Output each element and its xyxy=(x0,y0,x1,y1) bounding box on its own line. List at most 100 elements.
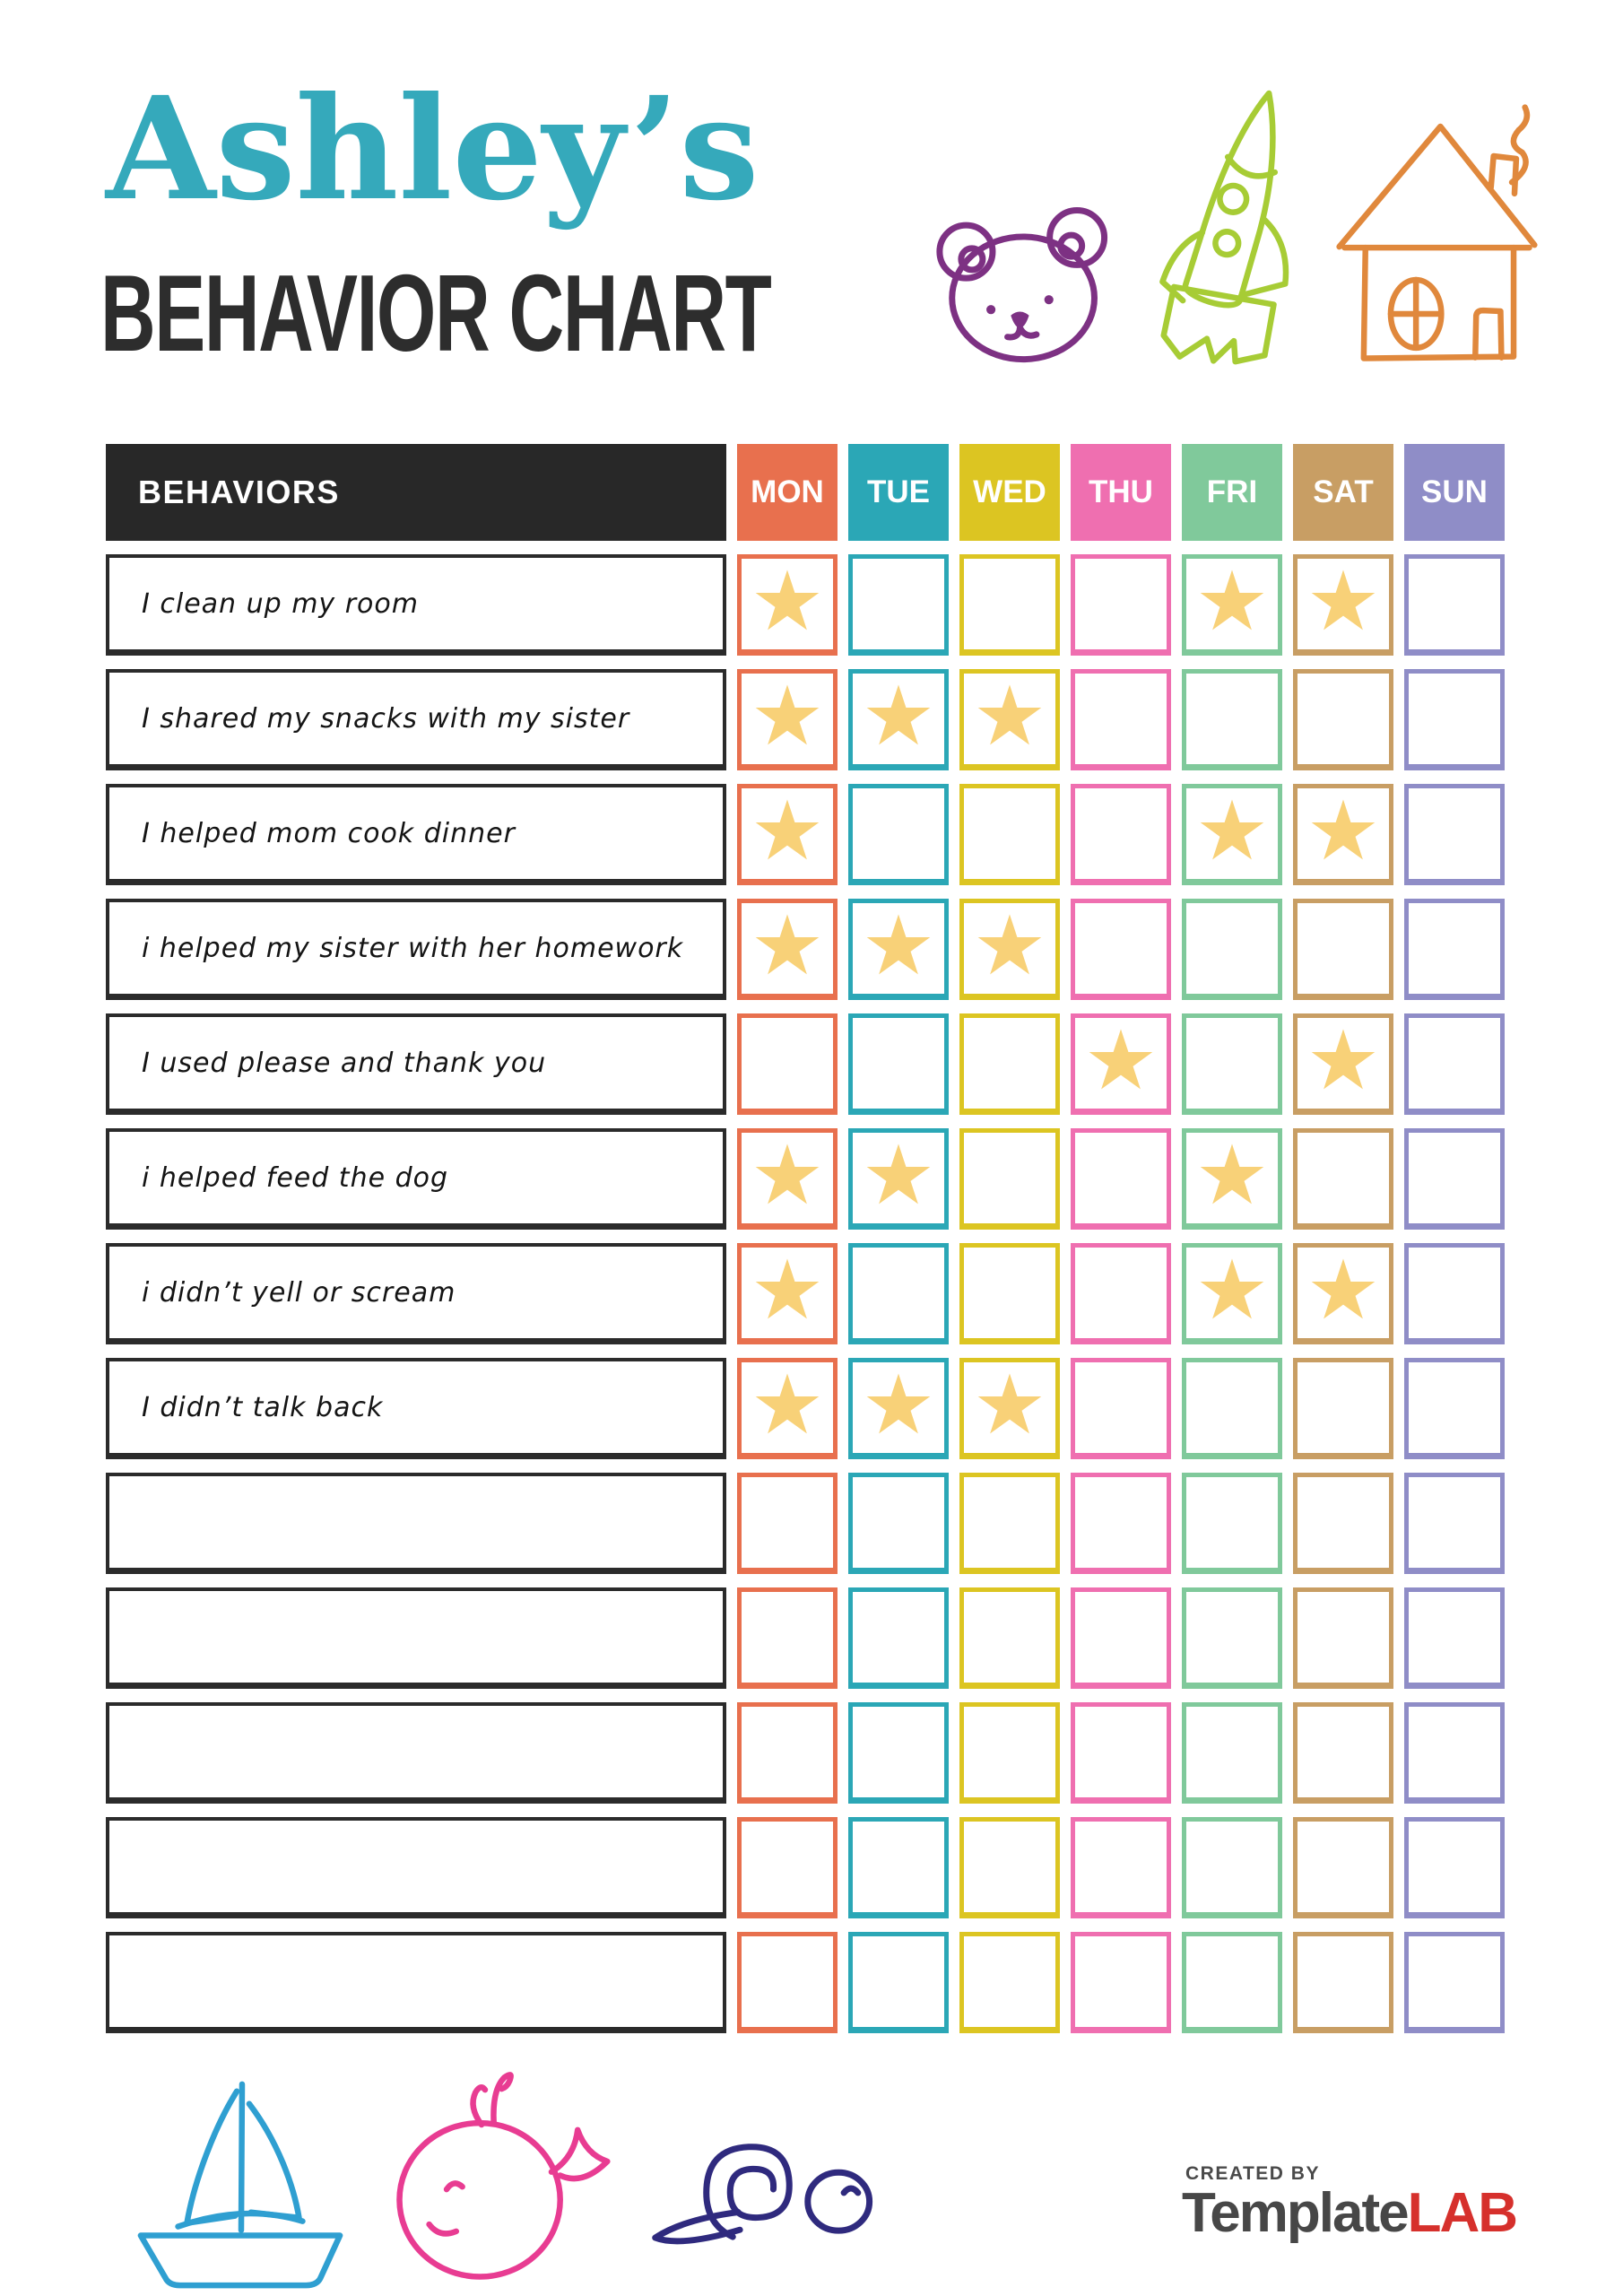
star-icon: ★ xyxy=(861,667,936,764)
behavior-label: I helped mom cook dinner xyxy=(142,817,516,849)
day-header-sat: SAT xyxy=(1293,444,1393,541)
day-cell-sun-row9 xyxy=(1404,1473,1505,1574)
day-cell-sat-row11 xyxy=(1293,1702,1393,1804)
day-cell-thu-row3 xyxy=(1071,784,1171,885)
day-cell-sat-row5: ★ xyxy=(1293,1013,1393,1115)
day-cell-wed-row11 xyxy=(959,1702,1060,1804)
house-icon xyxy=(1327,100,1545,370)
day-cell-tue-row12 xyxy=(848,1817,949,1918)
bear-icon xyxy=(924,204,1125,366)
day-cell-fri-row1: ★ xyxy=(1182,554,1282,656)
star-icon: ★ xyxy=(1194,552,1270,649)
day-cell-tue-row11 xyxy=(848,1702,949,1804)
day-cell-tue-row13 xyxy=(848,1932,949,2033)
day-cell-sun-row13 xyxy=(1404,1932,1505,2033)
day-cell-wed-row3 xyxy=(959,784,1060,885)
star-icon: ★ xyxy=(750,1356,825,1453)
brand-wordmark: TemplateLAB xyxy=(1182,2186,1518,2241)
day-cell-wed-row2: ★ xyxy=(959,669,1060,770)
behavior-label: I shared my snacks with my sister xyxy=(142,702,630,735)
day-cell-mon-row3: ★ xyxy=(737,784,838,885)
star-icon: ★ xyxy=(1083,1012,1159,1109)
star-icon: ★ xyxy=(1306,1012,1381,1109)
star-icon: ★ xyxy=(1194,782,1270,879)
day-cell-tue-row3 xyxy=(848,784,949,885)
day-cell-fri-row8 xyxy=(1182,1358,1282,1459)
day-cell-fri-row4 xyxy=(1182,899,1282,1000)
day-cell-sat-row1: ★ xyxy=(1293,554,1393,656)
day-cell-sun-row11 xyxy=(1404,1702,1505,1804)
behavior-cell xyxy=(106,1587,726,1689)
behavior-cell xyxy=(106,1817,726,1918)
star-icon: ★ xyxy=(750,667,825,764)
day-cell-sat-row4 xyxy=(1293,899,1393,1000)
day-cell-mon-row6: ★ xyxy=(737,1128,838,1230)
star-icon: ★ xyxy=(972,897,1047,994)
star-icon: ★ xyxy=(972,1356,1047,1453)
behavior-chart: BEHAVIORS MON TUE WED THU FRI SAT SUN I clean up… xyxy=(106,444,1505,2033)
day-cell-tue-row7 xyxy=(848,1243,949,1344)
behavior-label: i didn’t yell or scream xyxy=(142,1276,456,1309)
behavior-cell: i helped my sister with her homework xyxy=(106,899,726,1000)
star-icon: ★ xyxy=(861,1126,936,1223)
day-cell-sun-row3 xyxy=(1404,784,1505,885)
day-header-fri: FRI xyxy=(1182,444,1282,541)
day-cell-mon-row10 xyxy=(737,1587,838,1689)
day-cell-sat-row9 xyxy=(1293,1473,1393,1574)
day-cell-sun-row5 xyxy=(1404,1013,1505,1115)
day-cell-tue-row6: ★ xyxy=(848,1128,949,1230)
day-cell-wed-row12 xyxy=(959,1817,1060,1918)
star-icon: ★ xyxy=(750,897,825,994)
day-cell-thu-row8 xyxy=(1071,1358,1171,1459)
day-cell-mon-row12 xyxy=(737,1817,838,1918)
day-cell-mon-row1: ★ xyxy=(737,554,838,656)
behavior-label: i helped feed the dog xyxy=(142,1161,449,1194)
day-cell-sun-row7 xyxy=(1404,1243,1505,1344)
day-header-wed: WED xyxy=(959,444,1060,541)
whale-icon xyxy=(381,2058,619,2294)
behavior-label: I didn’t talk back xyxy=(142,1391,384,1423)
day-cell-tue-row9 xyxy=(848,1473,949,1574)
day-cell-wed-row9 xyxy=(959,1473,1060,1574)
brand-name: Template xyxy=(1182,2182,1410,2244)
behavior-cell: i didn’t yell or scream xyxy=(106,1243,726,1344)
day-cell-thu-row7 xyxy=(1071,1243,1171,1344)
day-cell-fri-row13 xyxy=(1182,1932,1282,2033)
day-cell-fri-row5 xyxy=(1182,1013,1282,1115)
day-cell-thu-row5: ★ xyxy=(1071,1013,1171,1115)
behavior-cell xyxy=(106,1932,726,2033)
brand-suffix: LAB xyxy=(1407,2182,1518,2244)
star-icon: ★ xyxy=(1194,1241,1270,1338)
day-cell-thu-row12 xyxy=(1071,1817,1171,1918)
day-cell-sun-row6 xyxy=(1404,1128,1505,1230)
day-cell-sun-row10 xyxy=(1404,1587,1505,1689)
day-cell-tue-row10 xyxy=(848,1587,949,1689)
day-cell-fri-row10 xyxy=(1182,1587,1282,1689)
behavior-cell: I helped mom cook dinner xyxy=(106,784,726,885)
day-cell-sat-row7: ★ xyxy=(1293,1243,1393,1344)
day-cell-fri-row11 xyxy=(1182,1702,1282,1804)
day-header-thu: THU xyxy=(1071,444,1171,541)
day-cell-mon-row7: ★ xyxy=(737,1243,838,1344)
day-cell-thu-row1 xyxy=(1071,554,1171,656)
created-by-label: CREATED BY xyxy=(1185,2163,1320,2184)
day-cell-sun-row2 xyxy=(1404,669,1505,770)
star-icon: ★ xyxy=(1306,782,1381,879)
day-cell-wed-row10 xyxy=(959,1587,1060,1689)
day-cell-mon-row9 xyxy=(737,1473,838,1574)
day-cell-sat-row8 xyxy=(1293,1358,1393,1459)
day-cell-tue-row2: ★ xyxy=(848,669,949,770)
child-name-title: Ashley’s xyxy=(106,66,759,232)
day-cell-wed-row5 xyxy=(959,1013,1060,1115)
day-cell-thu-row2 xyxy=(1071,669,1171,770)
day-cell-sat-row12 xyxy=(1293,1817,1393,1918)
behavior-cell: i helped feed the dog xyxy=(106,1128,726,1230)
day-cell-wed-row13 xyxy=(959,1932,1060,2033)
star-icon: ★ xyxy=(1306,1241,1381,1338)
star-icon: ★ xyxy=(750,552,825,649)
day-cell-mon-row13 xyxy=(737,1932,838,2033)
day-cell-wed-row6 xyxy=(959,1128,1060,1230)
day-cell-sat-row10 xyxy=(1293,1587,1393,1689)
day-cell-mon-row4: ★ xyxy=(737,899,838,1000)
behavior-cell: I shared my snacks with my sister xyxy=(106,669,726,770)
